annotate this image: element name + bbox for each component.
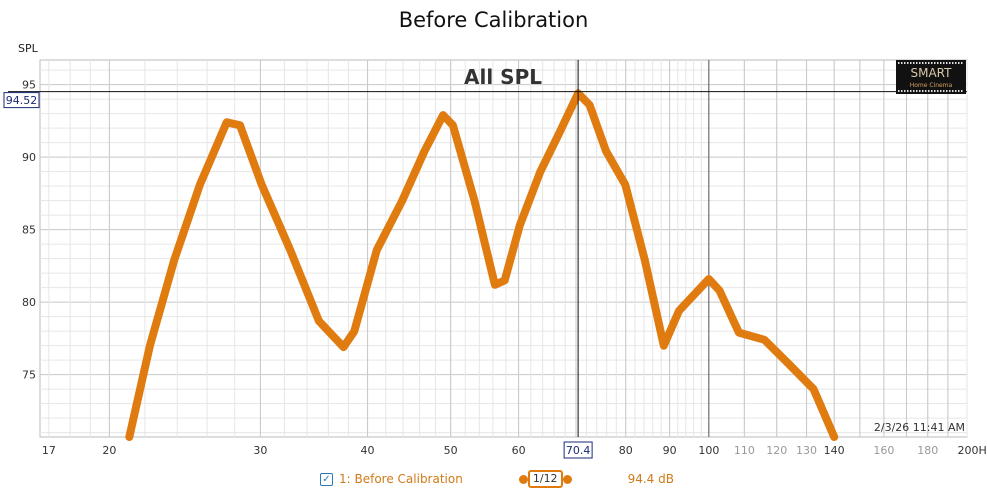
x-tick-label: 50 (444, 444, 458, 457)
x-tick-label: 60 (512, 444, 526, 457)
smoothing-control[interactable]: 1/12 (518, 470, 572, 488)
spl-chart[interactable]: 75 80 85 90 95 SPL 17 20 30 40 50 60 80 90 100 110 120 13… (0, 0, 987, 470)
x-tick-label: 100 (698, 444, 719, 457)
x-tick-label: 130 (796, 444, 817, 457)
smoothing-slash: / (539, 472, 544, 485)
x-tick-label: 110 (734, 444, 755, 457)
x-tick-label: 40 (361, 444, 375, 457)
y-tick-label: 85 (22, 224, 36, 237)
cursor-y-box (3, 92, 40, 109)
x-tick-label: 120 (766, 444, 787, 457)
x-tick-label: 17 (42, 444, 56, 457)
smoothing-badge[interactable]: 1/12 (527, 470, 563, 488)
legend-series-label[interactable]: 1: Before Calibration (339, 472, 463, 486)
x-tick-label: 20 (102, 444, 116, 457)
dot-icon (518, 474, 528, 484)
cursor-x-label: 70.4 (566, 444, 591, 457)
cursor-y-label: 94.52 (6, 94, 38, 107)
x-tick-label: 160 (873, 444, 894, 457)
legend: ✓ 1: Before Calibration 1/12 94.4 dB (320, 470, 674, 488)
logo-subtext: Home Cinema (910, 82, 953, 89)
series-checkbox[interactable]: ✓ (320, 472, 333, 486)
x-tick-label: 200Hz (957, 444, 987, 457)
y-tick-label: 90 (22, 151, 36, 164)
x-tick-label: 140 (824, 444, 845, 457)
y-tick-label: 95 (22, 79, 36, 92)
timestamp: 2/3/26 11:41 AM (874, 421, 965, 434)
cursor-value: 94.4 dB (627, 472, 674, 486)
logo-text: SMART (911, 66, 953, 80)
x-tick-label: 80 (619, 444, 633, 457)
x-tick-label: 90 (663, 444, 677, 457)
y-tick-label: 75 (22, 369, 36, 382)
x-tick-label: 30 (253, 444, 267, 457)
chart-annotation: All SPL (464, 65, 542, 89)
smoothing-num: 1 (532, 472, 540, 485)
y-tick-label: 80 (22, 296, 36, 309)
smoothing-den: 12 (543, 472, 558, 485)
logo-background (896, 60, 966, 94)
chart-title: Before Calibration (398, 8, 589, 32)
x-tick-label: 180 (917, 444, 938, 457)
cursor-x-box (563, 441, 593, 459)
series-line (125, 89, 839, 441)
y-axis-label: SPL (18, 42, 39, 55)
dot-icon (562, 474, 572, 484)
